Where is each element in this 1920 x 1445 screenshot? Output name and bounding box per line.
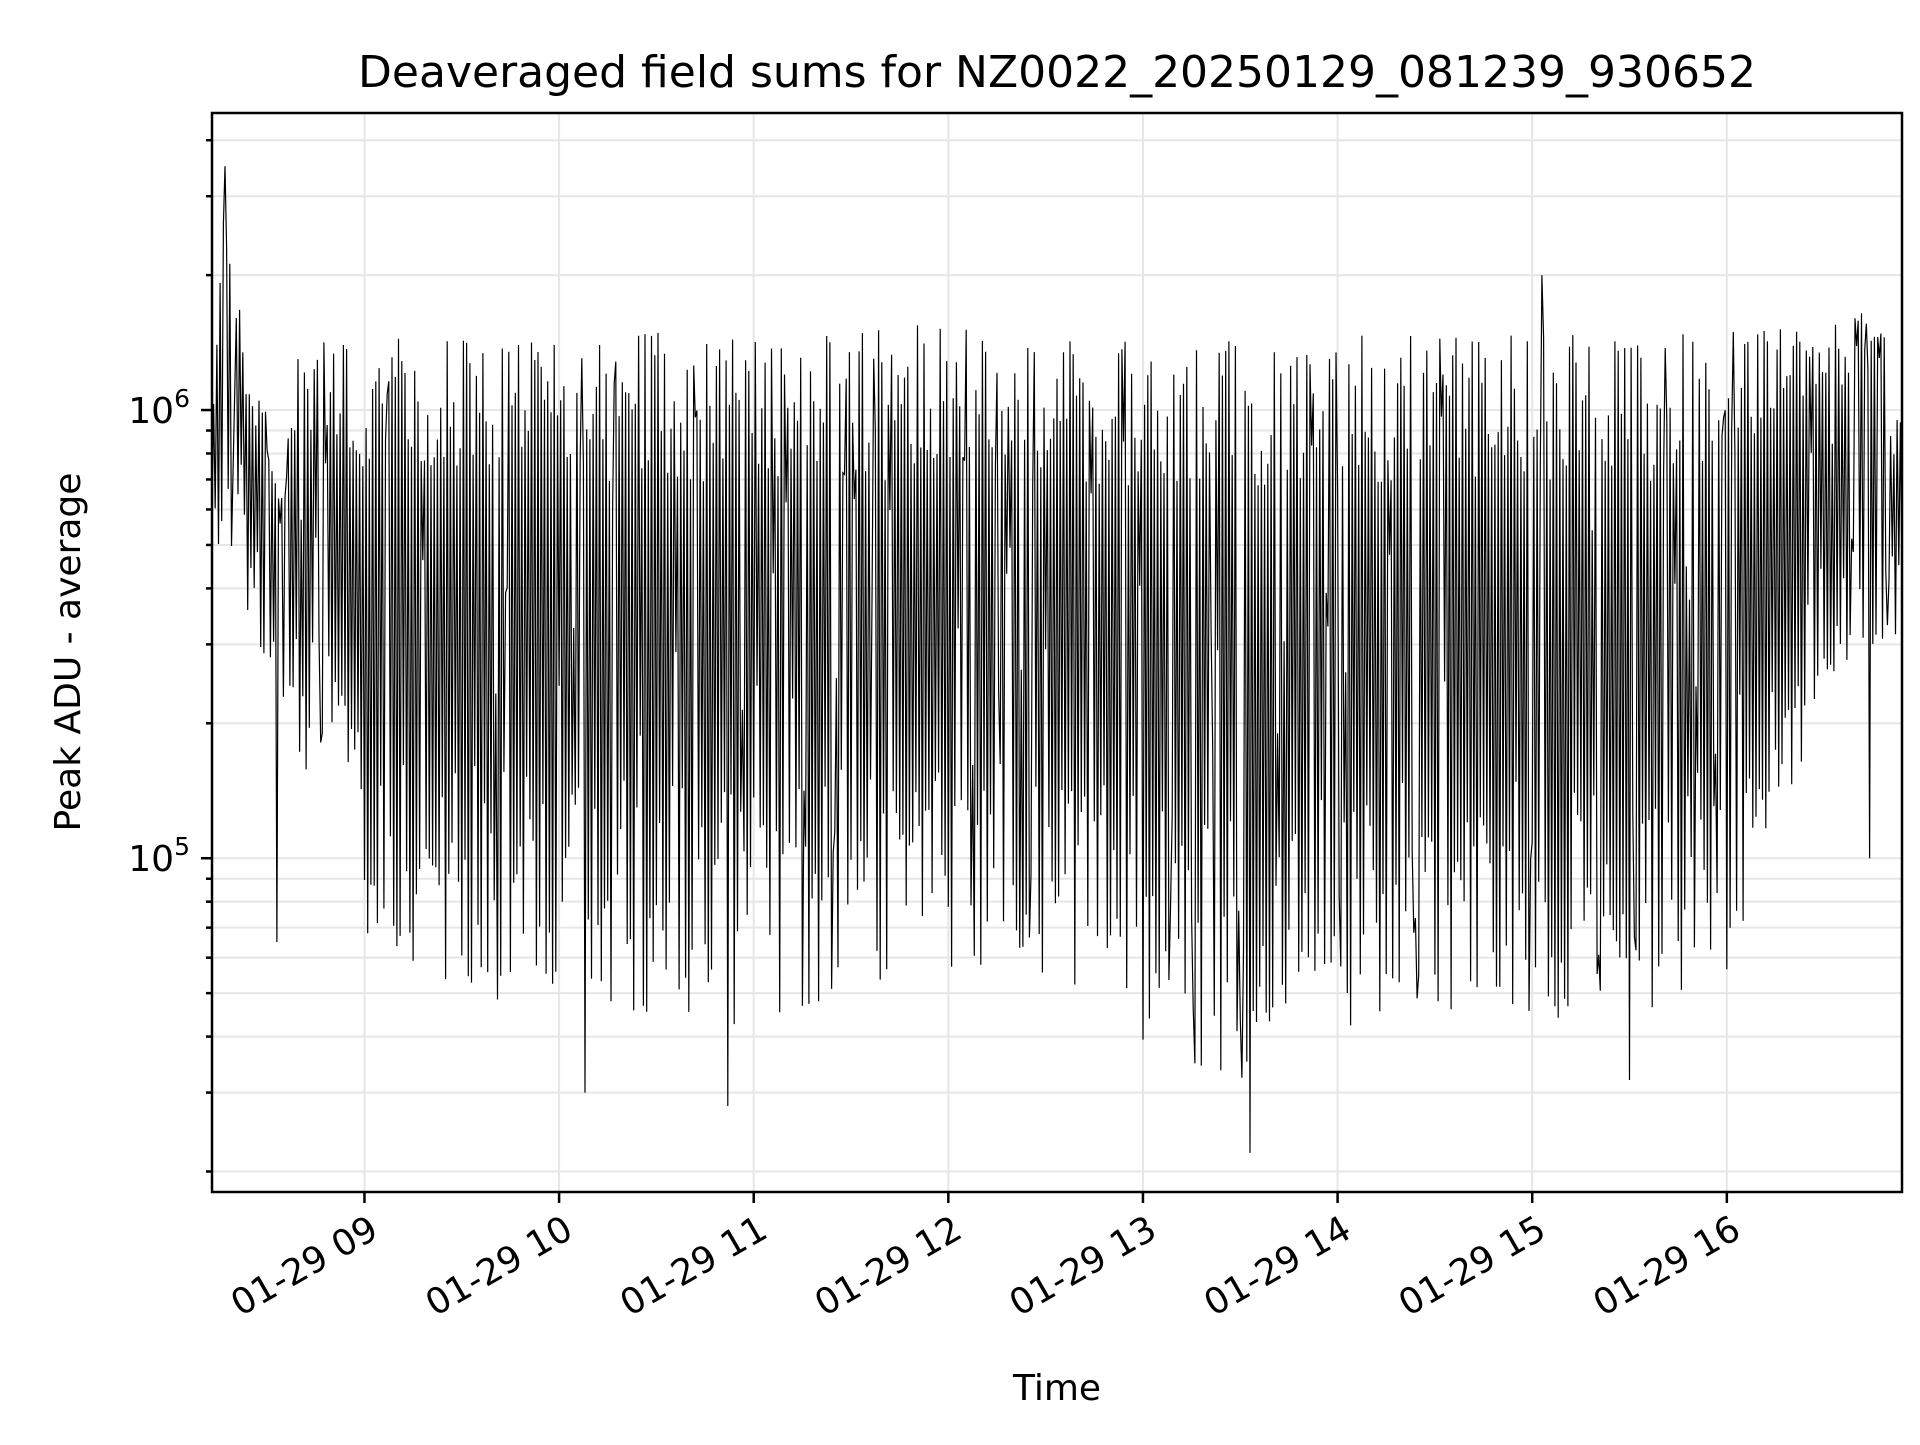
- y-tick-label: 106: [128, 384, 190, 432]
- series-layer: [212, 166, 1902, 1153]
- x-axis-title: Time: [1012, 1368, 1101, 1409]
- y-axis-title: Peak ADU - average: [48, 473, 89, 832]
- plot-frame: [210, 111, 1904, 1194]
- y-tick-label: 105: [128, 832, 190, 880]
- chart-title: Deaveraged field sums for NZ0022_2025012…: [358, 47, 1756, 98]
- series-line: [212, 166, 1902, 1153]
